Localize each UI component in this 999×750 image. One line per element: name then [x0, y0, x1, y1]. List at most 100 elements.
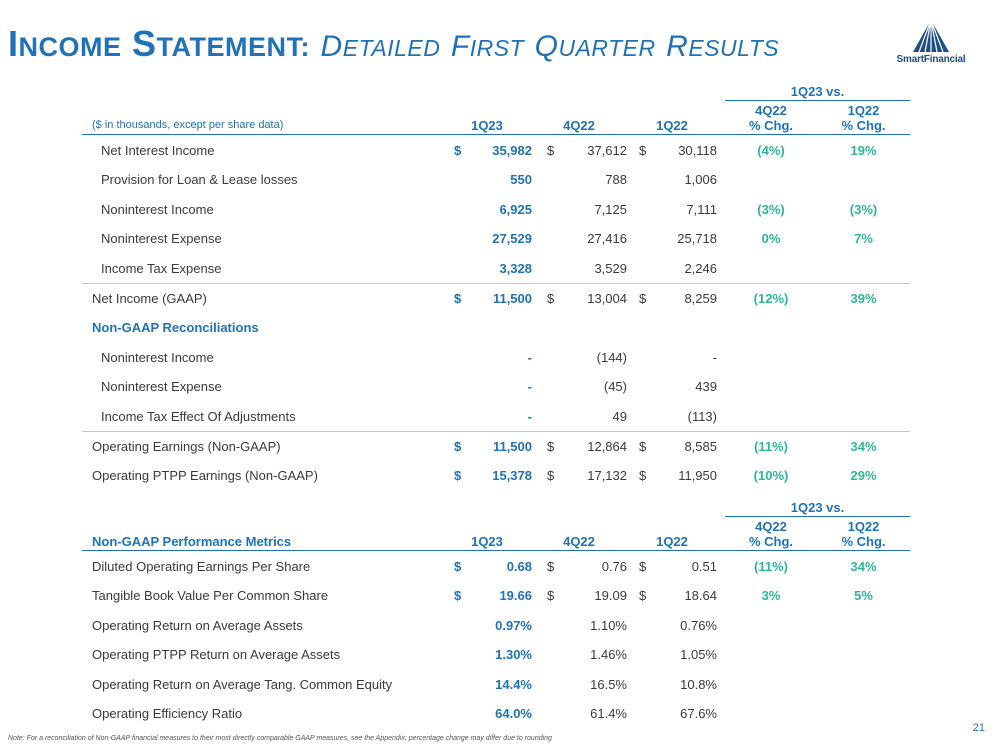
subtitle-text: R: [666, 30, 689, 63]
header-1q22-pct: 1Q22% Chg.: [817, 103, 910, 133]
value-1q23: -: [527, 408, 532, 424]
table-row: Income Tax Effect Of Adjustments - 49 (113): [82, 402, 910, 431]
header-text: % Chg.: [841, 534, 886, 549]
pct-chg-1q22: 19%: [850, 143, 877, 158]
dollar-sign: $: [547, 559, 555, 574]
row-label: Noninterest Expense: [101, 379, 222, 395]
row-label: Noninterest Income: [101, 349, 214, 365]
value-1q22: 10.8%: [680, 676, 717, 692]
table-row: Operating Return on Average Assets 0.97% 1…: [82, 611, 910, 640]
value-4q22: 7,125: [594, 201, 627, 217]
header-text: 4Q22: [755, 103, 787, 118]
table-header: Non-GAAP Performance Metrics 1Q23 4Q22 1…: [82, 516, 910, 551]
header-1q22: 1Q22: [656, 118, 688, 133]
value-4q22: (144): [596, 349, 627, 365]
header-1q22-pct: 1Q22% Chg.: [817, 519, 910, 549]
header-text: % Chg.: [841, 118, 886, 133]
value-1q23: 11,500: [492, 438, 532, 454]
subtitle-text: F: [450, 30, 470, 63]
dollar-sign: $: [454, 290, 462, 306]
pct-chg-4q22: (10%): [753, 468, 789, 484]
value-1q22: 8,585: [684, 438, 717, 454]
table-row: Operating Return on Average Tang. Common…: [82, 670, 910, 699]
row-label: Operating Efficiency Ratio: [92, 705, 243, 721]
value-4q22: 0.76: [601, 559, 627, 574]
header-text: % Chg.: [748, 534, 794, 549]
value-4q22: 19.09: [594, 588, 627, 604]
value-4q22: 3,529: [594, 260, 627, 276]
table-row: Net Income (GAAP) $11,500 $13,004 $8,259 (12…: [82, 282, 910, 313]
value-1q23: 19.66: [499, 588, 532, 604]
header-1q23: 1Q23: [471, 534, 503, 549]
value-1q23: -: [527, 379, 532, 395]
value-1q22: 11,950: [678, 468, 717, 484]
table-row: Operating Efficiency Ratio 64.0% 61.4% 67.6…: [82, 699, 910, 728]
comparison-group-header: 1Q23 vs.: [725, 500, 910, 517]
dollar-sign: $: [639, 438, 647, 454]
row-label: Income Tax Effect Of Adjustments: [101, 408, 296, 424]
value-4q22: 788: [605, 172, 627, 188]
value-4q22: 1.46%: [590, 647, 627, 663]
value-4q22: 1.10%: [590, 617, 627, 633]
dollar-sign: $: [454, 468, 462, 484]
value-4q22: 27,416: [587, 231, 627, 247]
row-label: Operating Earnings (Non-GAAP): [92, 438, 281, 454]
comparison-group-header: 1Q23 vs.: [725, 84, 910, 101]
value-1q23: 0.68: [506, 559, 532, 574]
table-row: Income Tax Expense 3,328 3,529 2,246: [82, 254, 910, 283]
dollar-sign: $: [547, 468, 555, 484]
pct-chg-1q22: 5%: [854, 588, 873, 604]
table-row: Noninterest Income 6,925 7,125 7,111 (3%) (3%…: [82, 195, 910, 224]
value-4q22: 17,132: [587, 468, 627, 484]
value-1q23: 3,328: [499, 260, 532, 276]
value-1q22: 0.76%: [680, 617, 717, 633]
header-4q22: 4Q22: [563, 534, 595, 549]
dollar-sign: $: [547, 438, 555, 454]
row-label: Operating PTPP Return on Average Assets: [92, 647, 341, 663]
dollar-sign: $: [639, 588, 647, 604]
value-4q22: (45): [603, 379, 627, 395]
pct-chg-4q22: (11%): [754, 559, 788, 574]
value-1q22: 1,006: [684, 172, 717, 188]
pct-chg-4q22: 3%: [761, 588, 781, 604]
row-label: Tangible Book Value Per Common Share: [92, 588, 329, 604]
subtitle-text: Q: [534, 30, 559, 63]
company-logo: SmartFinancial: [886, 19, 976, 67]
row-label: Income Tax Expense: [101, 260, 222, 276]
table-header: ($ in thousands, except per share data) …: [82, 100, 910, 135]
subtitle-text: IRST: [469, 35, 525, 61]
title-subtitle: DETAILED FIRST QUARTER RESULTS: [321, 23, 780, 64]
value-1q22: 18.64: [684, 588, 717, 604]
value-1q23: 1.30%: [495, 647, 532, 663]
value-1q22: 67.6%: [680, 705, 717, 721]
value-1q23: 35,982: [492, 143, 532, 158]
header-4q22-pct: 4Q22% Chg.: [725, 519, 817, 549]
row-label: Provision for Loan & Lease losses: [101, 172, 298, 188]
value-1q23: 550: [510, 172, 532, 188]
table-body: Diluted Operating Earnings Per Share $0.6…: [82, 552, 910, 728]
table-body: Net Interest Income $35,982 $37,612 $30,118…: [82, 136, 910, 491]
header-text: 1Q22: [847, 519, 880, 534]
value-1q22: (113): [687, 408, 717, 424]
header-text: 4Q22: [755, 519, 787, 534]
pct-chg-4q22: (12%): [753, 290, 789, 306]
pct-chg-1q22: 34%: [850, 438, 877, 454]
value-4q22: 61.4%: [590, 705, 627, 721]
value-1q22: 439: [695, 379, 717, 395]
value-1q23: 6,925: [499, 201, 532, 217]
table-row: Tangible Book Value Per Common Share $19.…: [82, 581, 910, 610]
table-row: Noninterest Income - (144) -: [82, 343, 910, 372]
row-label: Operating Return on Average Assets: [92, 617, 303, 633]
pct-chg-1q22: 34%: [850, 559, 877, 574]
row-label: Net Interest Income: [101, 143, 215, 158]
dollar-sign: $: [639, 468, 647, 484]
pct-chg-4q22: 0%: [761, 231, 781, 247]
table-row: Provision for Loan & Lease losses 550 788 1…: [82, 165, 910, 194]
value-4q22: 49: [612, 408, 627, 424]
pct-chg-1q22: 29%: [850, 468, 877, 484]
value-4q22: 13,004: [587, 290, 627, 306]
subtitle-text: ETAILED: [342, 35, 441, 61]
value-1q23: -: [527, 349, 532, 365]
page-title: INCOME STATEMENT: DETAILED FIRST QUARTER…: [8, 26, 779, 62]
footnote: Note: For a reconciliation of Non-GAAP f…: [8, 735, 552, 742]
